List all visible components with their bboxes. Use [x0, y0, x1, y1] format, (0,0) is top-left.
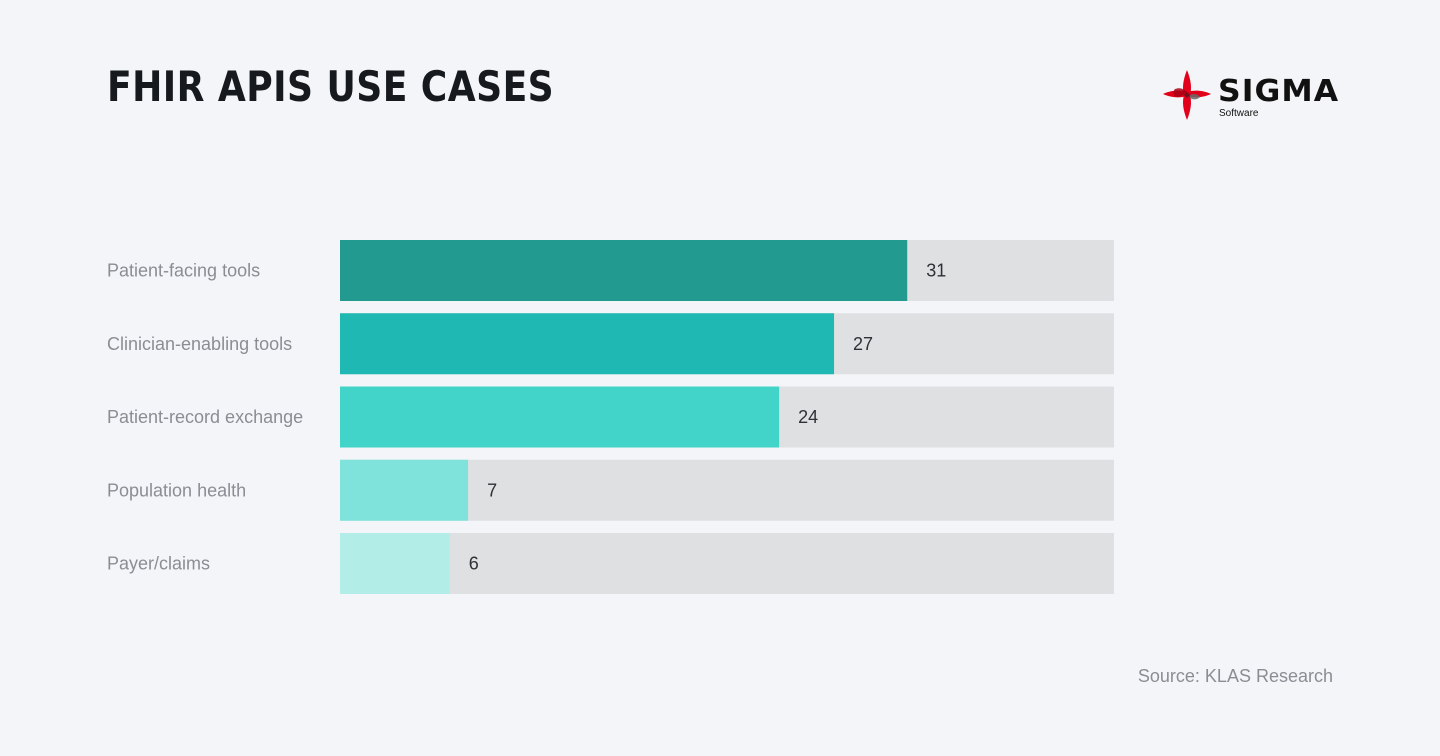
category-label: Clinician-enabling tools — [107, 334, 292, 354]
bar-track — [340, 533, 1114, 594]
value-label: 6 — [469, 554, 479, 574]
bar — [340, 459, 469, 521]
category-label: Population health — [107, 480, 246, 500]
sigma-software-logo: SIGMA Software — [1162, 70, 1340, 120]
value-label: 7 — [487, 480, 497, 500]
chart-title: FHIR APIS USE CASES — [107, 62, 555, 111]
bar — [340, 313, 835, 375]
category-label: Patient-record exchange — [107, 407, 303, 427]
logo-wordmark: SIGMA — [1218, 74, 1340, 109]
category-label: Patient-facing tools — [107, 261, 260, 281]
source-note: Source: KLAS Research — [1137, 666, 1333, 686]
value-label: 31 — [926, 261, 946, 281]
bar — [340, 240, 908, 301]
bar — [340, 386, 780, 448]
value-label: 27 — [853, 334, 873, 354]
bar — [340, 533, 450, 594]
category-label: Payer/claims — [107, 554, 210, 574]
sigma-star-icon — [1163, 70, 1211, 120]
logo-subtitle: Software — [1219, 108, 1259, 119]
value-label: 24 — [798, 407, 818, 427]
bar-track — [340, 459, 1114, 521]
